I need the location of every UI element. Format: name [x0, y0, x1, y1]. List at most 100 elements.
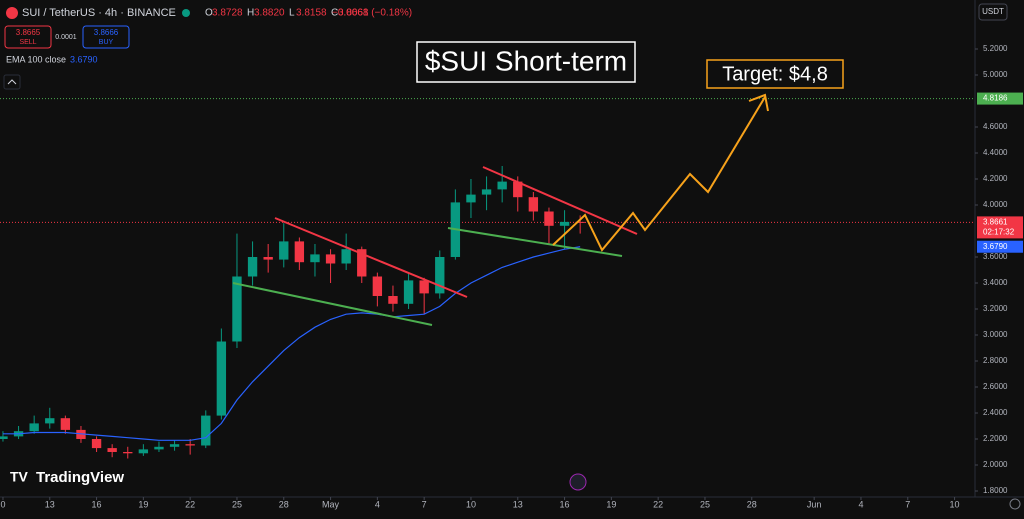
candle-body — [76, 429, 86, 439]
y-tick-label: 5.2000 — [983, 44, 1008, 53]
resistance-line — [482, 166, 638, 235]
x-tick-label: 4 — [375, 499, 380, 509]
x-tick-label: 16 — [560, 499, 570, 509]
candle-body — [263, 256, 273, 260]
x-tick-label: 7 — [905, 499, 910, 509]
drawings — [232, 93, 769, 326]
candle-body — [310, 254, 320, 263]
x-tick-label: 25 — [700, 499, 710, 509]
ema-line — [2, 246, 581, 441]
ohlc-value: 3.8728 — [212, 8, 243, 19]
logo-mark: TV — [10, 469, 29, 485]
x-tick-label: 16 — [92, 499, 102, 509]
candle-body — [544, 211, 554, 226]
x-tick-label: 22 — [653, 499, 663, 509]
candle-body — [185, 444, 195, 446]
candle-body — [575, 221, 585, 223]
annotation-box — [416, 41, 636, 83]
x-tick-label: 25 — [232, 499, 242, 509]
spread: 0.0001 — [55, 34, 77, 41]
status-dot — [182, 9, 190, 17]
x-tick-label: 7 — [422, 499, 427, 509]
candle-body — [45, 418, 55, 424]
candle-body — [497, 181, 507, 190]
candle-body — [388, 295, 398, 304]
y-tick-label: 3.4000 — [983, 278, 1008, 287]
sell-button[interactable] — [4, 25, 52, 49]
candle-body — [123, 451, 133, 454]
symbol-icon — [6, 7, 18, 19]
candle-body — [0, 436, 8, 439]
y-tick-label: 3.6000 — [983, 252, 1008, 261]
price-label: 3.8661 — [983, 218, 1008, 227]
ohlc-letter: C — [331, 8, 338, 19]
buy-price: 3.8666 — [94, 28, 119, 37]
candle-body — [341, 249, 351, 264]
x-tick-label: 22 — [185, 499, 195, 509]
events-icon[interactable] — [569, 473, 587, 491]
candle-body — [528, 197, 539, 212]
ohlc-letter: O — [205, 8, 213, 19]
y-tick-label: 2.2000 — [983, 434, 1008, 443]
y-tick-label: 2.6000 — [983, 382, 1008, 391]
candle-body — [232, 276, 242, 342]
candle-body — [247, 256, 258, 277]
price-label: 3.6790 — [983, 242, 1008, 251]
candle-body — [216, 341, 227, 416]
candle-body — [29, 423, 39, 432]
candle-body — [325, 254, 336, 264]
candle-body — [279, 241, 289, 260]
candle-body — [60, 418, 71, 430]
y-tick-label: 4.4000 — [983, 148, 1008, 157]
buy-label: BUY — [99, 39, 114, 46]
x-tick-label: May — [322, 499, 340, 509]
y-tick-label: 4.2000 — [983, 174, 1008, 183]
arrow-head — [748, 93, 769, 112]
x-tick-label: 13 — [513, 499, 523, 509]
ohlc-legend: O 3.8728 H 3.8820 L 3.8158 C 3.8661 — [205, 8, 369, 19]
price-label-box — [977, 92, 1023, 105]
annotation: $SUI Short-term — [425, 45, 627, 76]
sell-price: 3.8665 — [16, 28, 41, 37]
candle-body — [201, 415, 211, 446]
indicator-value: 3.6790 — [70, 54, 98, 64]
x-tick-label: 10 — [466, 499, 476, 509]
y-tick-label: 3.2000 — [983, 304, 1008, 313]
x-tick-label: 19 — [606, 499, 616, 509]
collapse-button[interactable] — [3, 74, 21, 90]
change: −0.0068 (−0.18%) — [332, 8, 412, 19]
x-tick-label: 0 — [0, 499, 5, 509]
support-line — [447, 227, 623, 257]
y-tick-label: 2.4000 — [983, 408, 1008, 417]
y-tick-label: 5.0000 — [983, 70, 1008, 79]
ohlc-value: 3.8661 — [338, 8, 369, 19]
currency: USDT — [982, 7, 1004, 16]
annotation: Target: $4,8 — [722, 63, 828, 85]
x-tick-label: 28 — [279, 499, 289, 509]
buy-button[interactable] — [82, 25, 130, 49]
y-tick-label: 4.0000 — [983, 200, 1008, 209]
ohlc-value: 3.8158 — [296, 8, 327, 19]
currency-button[interactable] — [978, 3, 1008, 21]
y-tick-label: 4.6000 — [983, 122, 1008, 131]
resistance-line — [274, 217, 468, 298]
candle-body — [435, 256, 445, 294]
ohlc-letter: L — [289, 8, 295, 19]
candle-body — [357, 249, 367, 277]
countdown: 02:17:32 — [983, 228, 1015, 237]
settings-icon[interactable] — [1009, 498, 1021, 510]
x-tick-label: 4 — [858, 499, 863, 509]
collapse-icon — [7, 79, 17, 85]
x-tick-label: Jun — [807, 499, 822, 509]
candle-body — [107, 448, 117, 452]
x-tick-label: 28 — [747, 499, 757, 509]
candle-body — [372, 276, 383, 296]
support-line — [232, 282, 433, 326]
x-tick-label: 19 — [138, 499, 148, 509]
y-tick-label: 2.0000 — [983, 460, 1008, 469]
candle-body — [294, 241, 305, 263]
y-tick-label: 3.0000 — [983, 330, 1008, 339]
